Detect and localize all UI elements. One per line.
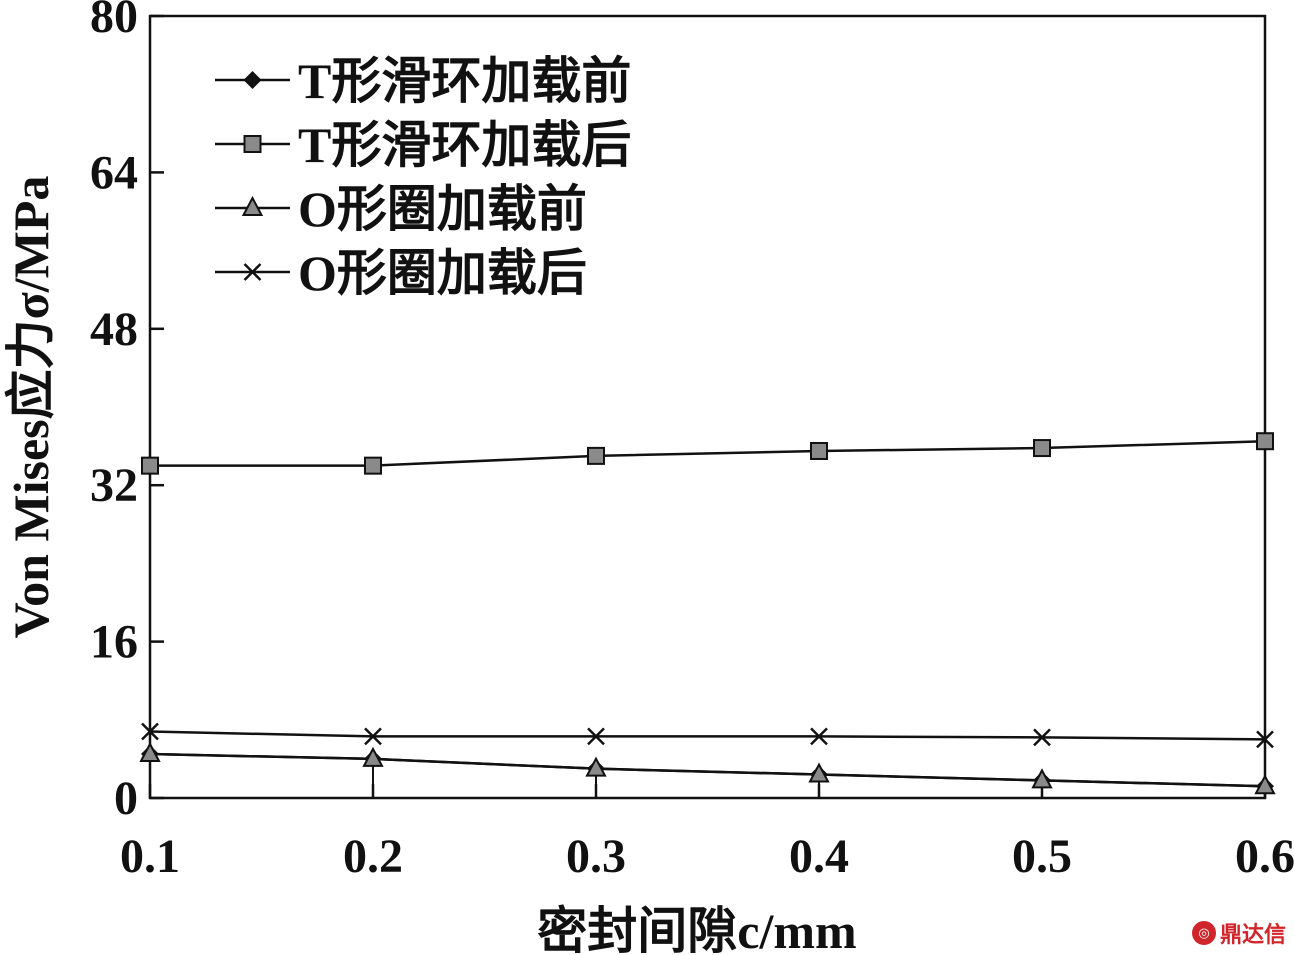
marker-diamond [243,71,262,89]
x-axis-title: 密封间隙c/mm [537,903,856,955]
marker-x-stroke [810,727,828,746]
legend-item: O形圈加载后 [215,245,587,301]
marker-x-stroke [1033,728,1051,747]
y-tick-label: 64 [90,146,138,199]
plot-marks [139,432,1276,798]
x-tick-label: 0.4 [789,830,849,883]
marker-triangle [139,741,161,763]
marker-x [1256,730,1274,749]
marker-square [810,441,828,460]
marker-x-stroke [243,263,262,281]
marker-triangle [1254,774,1276,795]
series-line [149,752,1266,788]
logo-icon: ◎ [1191,921,1216,945]
series-x [141,722,1274,749]
y-tick-label: 16 [90,616,138,669]
legend-label: T形滑环加载前 [298,53,631,109]
marker-x [141,722,159,741]
series-triangle [139,741,1276,798]
marker-triangle [241,195,264,216]
marker-x [587,727,605,746]
marker-square [141,456,159,475]
series-diamond [141,745,1274,796]
legend-item: T形滑环加载前 [215,53,631,109]
watermark-text: 鼎达信 [1219,923,1286,948]
marker-triangle [585,756,607,777]
series-line [149,730,1266,741]
marker-triangle [808,762,830,783]
marker-x [1033,728,1051,747]
marker-square [587,446,605,465]
marker-x-stroke [587,727,605,746]
x-tick-label: 0.5 [1012,830,1072,883]
marker-square [364,456,382,475]
marker-x [243,263,262,281]
marker-square [1256,432,1274,451]
y-tick-label: 0 [114,772,138,825]
y-axis-title: Von Mises应力σ/MPa [3,176,59,639]
x-tick-label: 0.1 [120,830,180,883]
legend-label: O形圈加载后 [298,245,587,301]
legend-label: T形滑环加载后 [298,117,631,173]
legend-item: O形圈加载前 [215,181,587,237]
marker-x-stroke [1256,730,1274,749]
watermark: ◎ 鼎达信 [1191,917,1286,949]
plot-frame [148,14,1267,800]
series-square [141,432,1274,475]
marker-square [243,135,262,153]
legend-item: T形滑环加载后 [215,117,631,173]
marker-x-stroke [364,727,382,746]
marker-x [364,727,382,746]
y-tick-label: 80 [90,0,138,43]
y-tick-label: 48 [90,303,138,356]
x-tick-label: 0.3 [566,830,626,883]
marker-x-stroke [141,722,159,741]
marker-triangle [1031,768,1053,789]
legend: T形滑环加载前 T形滑环加载后 O形圈加载前 O形圈加载后 [215,53,631,301]
series-line [150,439,1266,467]
marker-triangle [362,746,384,767]
x-tick-label: 0.2 [343,830,403,883]
marker-square [1033,439,1051,458]
x-tick-label: 0.6 [1235,830,1294,883]
legend-label: O形圈加载前 [298,181,587,237]
y-tick-label: 32 [90,459,138,512]
marker-x [810,727,828,746]
axes: 0 16 32 48 64 80 0.1 0.2 0.3 0.4 0.5 0.6 密封间隙c/mm Von… [3,0,1294,955]
